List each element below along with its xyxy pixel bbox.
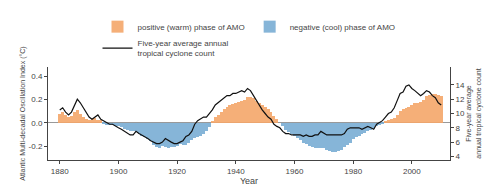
svg-text:1920: 1920 <box>168 167 186 176</box>
svg-text:8: 8 <box>456 124 461 133</box>
svg-text:Year: Year <box>240 176 258 186</box>
svg-text:1980: 1980 <box>344 167 362 176</box>
svg-text:1880: 1880 <box>51 167 69 176</box>
svg-text:12: 12 <box>456 95 465 104</box>
svg-text:4: 4 <box>456 152 461 161</box>
svg-text:Five-year average annualtropic: Five-year average annualtropical cyclone… <box>138 39 229 58</box>
svg-text:0.4: 0.4 <box>31 72 43 81</box>
svg-text:0.2: 0.2 <box>31 95 43 104</box>
svg-text:14: 14 <box>456 81 465 90</box>
svg-text:0.0: 0.0 <box>31 119 43 128</box>
svg-text:Atlantic Multi-decadal Oscilla: Atlantic Multi-decadal Oscillation Index… <box>19 46 27 180</box>
svg-text:-0.2: -0.2 <box>29 142 43 151</box>
svg-text:positive (warm) phase of AMO: positive (warm) phase of AMO <box>138 23 245 32</box>
svg-text:negative (cool) phase of AMO: negative (cool) phase of AMO <box>290 23 395 32</box>
svg-text:2000: 2000 <box>403 167 421 176</box>
svg-text:10: 10 <box>456 109 465 118</box>
svg-text:1900: 1900 <box>110 167 128 176</box>
svg-text:Five-year averageannual tropic: Five-year averageannual tropical cyclone… <box>465 68 482 158</box>
svg-text:1960: 1960 <box>286 167 304 176</box>
svg-text:1940: 1940 <box>227 167 245 176</box>
svg-text:6: 6 <box>456 138 461 147</box>
